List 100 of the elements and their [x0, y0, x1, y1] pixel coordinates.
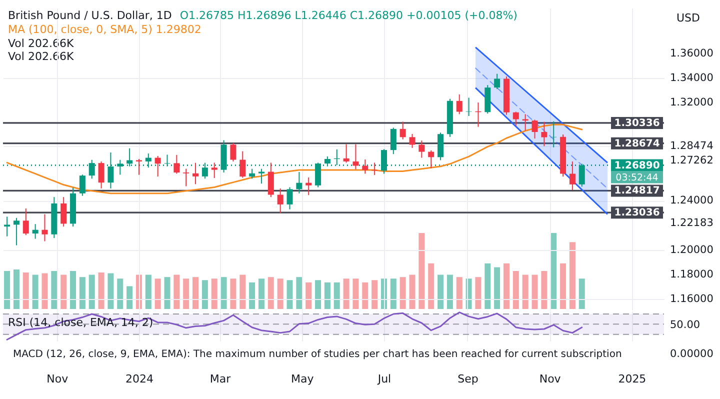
candlestick [438, 132, 444, 161]
candlestick [428, 150, 434, 169]
bar [164, 277, 170, 309]
candlestick [400, 121, 406, 140]
candlestick [42, 214, 48, 242]
bar [42, 273, 48, 309]
x-tick-label: 2024 [125, 372, 154, 386]
bar [569, 242, 576, 309]
candlestick [541, 121, 548, 147]
bar [438, 274, 444, 309]
bar [70, 271, 76, 309]
candlestick [60, 196, 67, 228]
candlestick [174, 154, 180, 174]
chart-subtitle: Vol 202.66K [8, 50, 74, 63]
candlestick [154, 155, 161, 178]
text: MACD (12, 26, close, 9, EMA, EMA): The maximum number of studies per chart has been reached for current subscription [13, 349, 622, 360]
y-tick-label: 1.16000 [670, 292, 714, 305]
bar [560, 263, 566, 309]
bar [126, 286, 133, 309]
x-tick-label: Nov [46, 372, 69, 386]
candlestick [249, 168, 256, 180]
bar [400, 277, 406, 309]
bar [108, 273, 114, 309]
bar [192, 277, 199, 309]
y-tick-label: 1.27262 [670, 154, 714, 167]
y-tick-label: 1.24000 [670, 194, 714, 207]
ref-line-label: 1.24817 [614, 186, 660, 197]
bar [532, 274, 538, 309]
bar [88, 274, 95, 309]
candlestick [240, 150, 246, 178]
bar [409, 274, 416, 309]
bar [324, 282, 330, 309]
candlestick [522, 114, 528, 132]
candlestick [258, 168, 264, 184]
candlestick [390, 127, 396, 155]
candlestick [13, 217, 20, 246]
candlestick [211, 162, 218, 179]
y-tick-label: 1.34000 [670, 72, 714, 84]
candlestick [532, 119, 538, 139]
y-tick-label: 1.20000 [670, 244, 714, 256]
candlestick [192, 162, 199, 185]
y-tick-label: 1.18000 [670, 268, 714, 280]
bar [362, 282, 368, 309]
x-tick-label: Nov [539, 372, 562, 386]
bar [4, 271, 10, 309]
bar [352, 278, 359, 309]
x-tick-label: Sep [458, 372, 478, 386]
candlestick [315, 162, 322, 188]
bar [258, 278, 264, 309]
bar [334, 282, 340, 309]
candlestick [418, 140, 425, 158]
candlestick [268, 162, 274, 198]
bar [117, 278, 124, 309]
y-axis-title: USD [676, 12, 700, 24]
candlestick [409, 133, 416, 148]
bar [268, 277, 274, 309]
bar [306, 282, 312, 309]
bar [296, 277, 302, 309]
ref-line-label: 1.28674 [614, 138, 660, 150]
bar [32, 274, 38, 309]
x-tick-label: Jul [376, 372, 392, 386]
chart-title: Vol 202.66K [8, 37, 74, 50]
candlestick [230, 142, 236, 162]
y-tick-label: 1.32000 [670, 96, 714, 109]
candlestick [183, 168, 190, 187]
bar [512, 271, 519, 309]
bar [98, 272, 104, 309]
bar [372, 280, 378, 309]
bar [13, 269, 20, 309]
text: MA (100, close, 0, SMA, 5) 1.29802 [8, 23, 202, 36]
bar [418, 233, 425, 309]
candlestick [456, 94, 462, 115]
x-tick-label: Mar [210, 372, 232, 386]
chart-subtitle: O1.26785 H1.26896 L1.26446 C1.26890 +0.00105 (+0.08%) [180, 9, 518, 22]
text: 0.00000 [670, 348, 714, 360]
candlestick [512, 111, 519, 126]
ref-line-label: 1.30336 [614, 118, 660, 129]
candlestick [352, 144, 359, 170]
bar [456, 277, 462, 309]
candlestick [324, 156, 330, 167]
ref-line-label: 1.26890 [614, 160, 660, 172]
bar [286, 280, 293, 309]
x-tick-label: 2025 [618, 372, 646, 386]
bar [390, 278, 396, 309]
bar [315, 280, 322, 309]
x-tick-label: May [290, 372, 314, 386]
bar [174, 274, 180, 309]
y-tick-label: 1.22183 [670, 217, 714, 230]
candlestick [136, 158, 142, 176]
y-tick-label: 1.28474 [670, 140, 714, 152]
candlestick [286, 186, 293, 210]
candlestick [343, 144, 350, 164]
ref-line-label: 1.23036 [614, 208, 660, 219]
bar [484, 263, 491, 309]
candlestick [32, 224, 38, 240]
bar [220, 277, 227, 309]
text: 50.00 [670, 319, 700, 331]
candlestick [4, 216, 10, 237]
bar [230, 278, 236, 309]
bar [154, 278, 161, 309]
